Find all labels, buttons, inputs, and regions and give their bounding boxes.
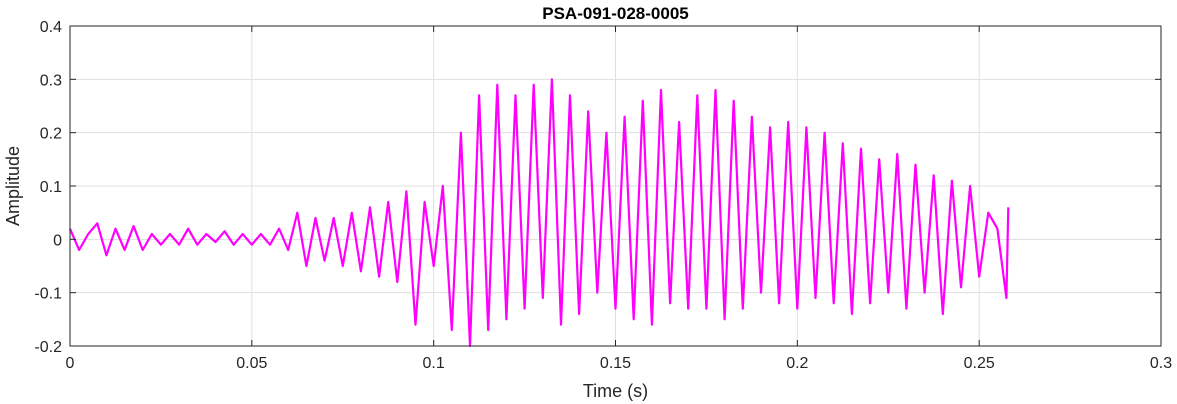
y-tick-label: 0.2: [40, 126, 62, 143]
x-axis-label: Time (s): [583, 381, 648, 401]
y-tick-label: -0.2: [34, 339, 62, 356]
y-tick-label: 0: [53, 232, 62, 249]
x-tick-label: 0.05: [236, 355, 267, 372]
x-tick-label: 0.2: [786, 355, 808, 372]
y-axis-label: Amplitude: [3, 146, 23, 226]
x-tick-label: 0.25: [964, 355, 995, 372]
x-tick-label: 0: [66, 355, 75, 372]
amplitude-series-line: [68, 78, 1010, 348]
y-axis-ticks: -0.2 -0.1 0 0.1 0.2 0.3 0.4: [34, 19, 1161, 356]
y-tick-label: -0.1: [34, 286, 62, 303]
x-tick-label: 0.3: [1150, 355, 1172, 372]
x-tick-label: 0.15: [600, 355, 631, 372]
y-tick-label: 0.4: [40, 19, 62, 36]
chart-title: PSA-091-028-0005: [542, 4, 688, 23]
x-axis-ticks: 0 0.05 0.1 0.15 0.2 0.25 0.3: [66, 26, 1172, 372]
y-tick-label: 0.1: [40, 179, 62, 196]
x-tick-label: 0.1: [423, 355, 445, 372]
y-tick-label: 0.3: [40, 72, 62, 89]
